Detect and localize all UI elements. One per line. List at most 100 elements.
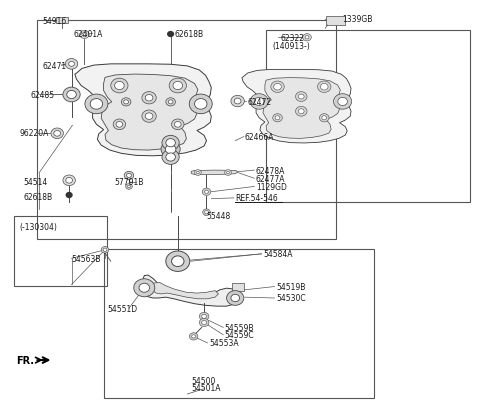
Circle shape: [171, 120, 184, 130]
Circle shape: [321, 84, 328, 91]
Circle shape: [116, 122, 123, 128]
Circle shape: [66, 178, 72, 184]
Circle shape: [101, 247, 109, 254]
Circle shape: [199, 319, 209, 327]
Text: 62485: 62485: [30, 91, 55, 100]
Text: 54563B: 54563B: [72, 254, 101, 263]
Circle shape: [173, 82, 182, 90]
Circle shape: [161, 142, 180, 158]
Circle shape: [166, 153, 175, 162]
Bar: [104, 249, 374, 398]
Circle shape: [275, 117, 280, 121]
Circle shape: [166, 252, 190, 272]
Text: 57791B: 57791B: [115, 178, 144, 187]
Circle shape: [227, 291, 244, 306]
Circle shape: [115, 82, 124, 90]
Circle shape: [203, 209, 210, 216]
Circle shape: [126, 184, 132, 190]
Text: 54514: 54514: [24, 178, 48, 187]
Text: 54559B: 54559B: [225, 323, 254, 332]
Circle shape: [69, 62, 74, 67]
Circle shape: [322, 117, 326, 121]
Circle shape: [128, 186, 131, 188]
Text: 62477A: 62477A: [256, 174, 285, 183]
Text: 55448: 55448: [206, 211, 231, 220]
Circle shape: [63, 88, 80, 103]
Circle shape: [103, 249, 107, 252]
Circle shape: [303, 34, 312, 42]
Circle shape: [54, 131, 60, 137]
Polygon shape: [101, 75, 198, 151]
Text: (-130304): (-130304): [19, 223, 57, 232]
Circle shape: [171, 256, 184, 267]
Circle shape: [299, 110, 304, 115]
Text: FR.: FR.: [16, 355, 34, 365]
Circle shape: [90, 99, 103, 110]
Circle shape: [192, 335, 195, 338]
Circle shape: [250, 94, 268, 110]
Circle shape: [199, 312, 209, 321]
Circle shape: [145, 95, 153, 102]
Circle shape: [145, 114, 153, 120]
Bar: [36, 21, 336, 239]
Polygon shape: [152, 283, 218, 299]
Circle shape: [166, 99, 175, 107]
Polygon shape: [75, 65, 211, 156]
Text: 62472: 62472: [247, 98, 271, 107]
Circle shape: [254, 98, 264, 106]
Text: 62322: 62322: [281, 34, 305, 43]
Circle shape: [67, 91, 76, 99]
Text: 62466A: 62466A: [245, 133, 274, 142]
Text: 1339GB: 1339GB: [342, 15, 372, 24]
Bar: [326, 17, 345, 26]
Circle shape: [127, 174, 132, 178]
Circle shape: [334, 94, 352, 110]
Text: 54501A: 54501A: [191, 384, 221, 392]
Circle shape: [271, 82, 284, 93]
Text: REF.54-546: REF.54-546: [235, 194, 278, 203]
Circle shape: [124, 101, 129, 105]
Circle shape: [124, 172, 134, 180]
Circle shape: [139, 283, 150, 292]
Circle shape: [142, 92, 156, 105]
Text: 54551D: 54551D: [107, 304, 137, 313]
Circle shape: [274, 84, 281, 91]
Circle shape: [165, 145, 176, 154]
Bar: [232, 283, 244, 291]
Circle shape: [168, 101, 173, 105]
Circle shape: [174, 122, 181, 128]
Text: 54553A: 54553A: [209, 339, 239, 348]
Text: 54559C: 54559C: [225, 330, 254, 339]
Circle shape: [80, 31, 89, 39]
Polygon shape: [191, 171, 238, 175]
Text: 54916: 54916: [43, 17, 67, 25]
Text: 54519B: 54519B: [276, 282, 305, 291]
Text: 1129GD: 1129GD: [256, 182, 287, 191]
Circle shape: [134, 279, 155, 297]
Circle shape: [204, 211, 208, 214]
Circle shape: [196, 172, 199, 174]
Circle shape: [63, 175, 75, 186]
Text: 96220A: 96220A: [20, 129, 49, 138]
Circle shape: [189, 95, 212, 115]
Circle shape: [168, 32, 173, 37]
Circle shape: [305, 36, 309, 40]
Bar: [56, 18, 68, 24]
Circle shape: [320, 115, 329, 123]
Circle shape: [227, 172, 229, 174]
Circle shape: [202, 321, 206, 325]
Circle shape: [189, 333, 198, 340]
Circle shape: [65, 59, 78, 70]
Circle shape: [82, 33, 87, 37]
Circle shape: [113, 120, 126, 130]
Text: 54500: 54500: [191, 376, 216, 385]
Circle shape: [162, 150, 179, 165]
Circle shape: [231, 294, 240, 302]
Circle shape: [296, 92, 307, 102]
Bar: [266, 31, 470, 202]
Circle shape: [338, 98, 348, 106]
Polygon shape: [141, 275, 240, 306]
Circle shape: [194, 99, 207, 110]
Circle shape: [231, 96, 244, 108]
Circle shape: [162, 136, 179, 151]
